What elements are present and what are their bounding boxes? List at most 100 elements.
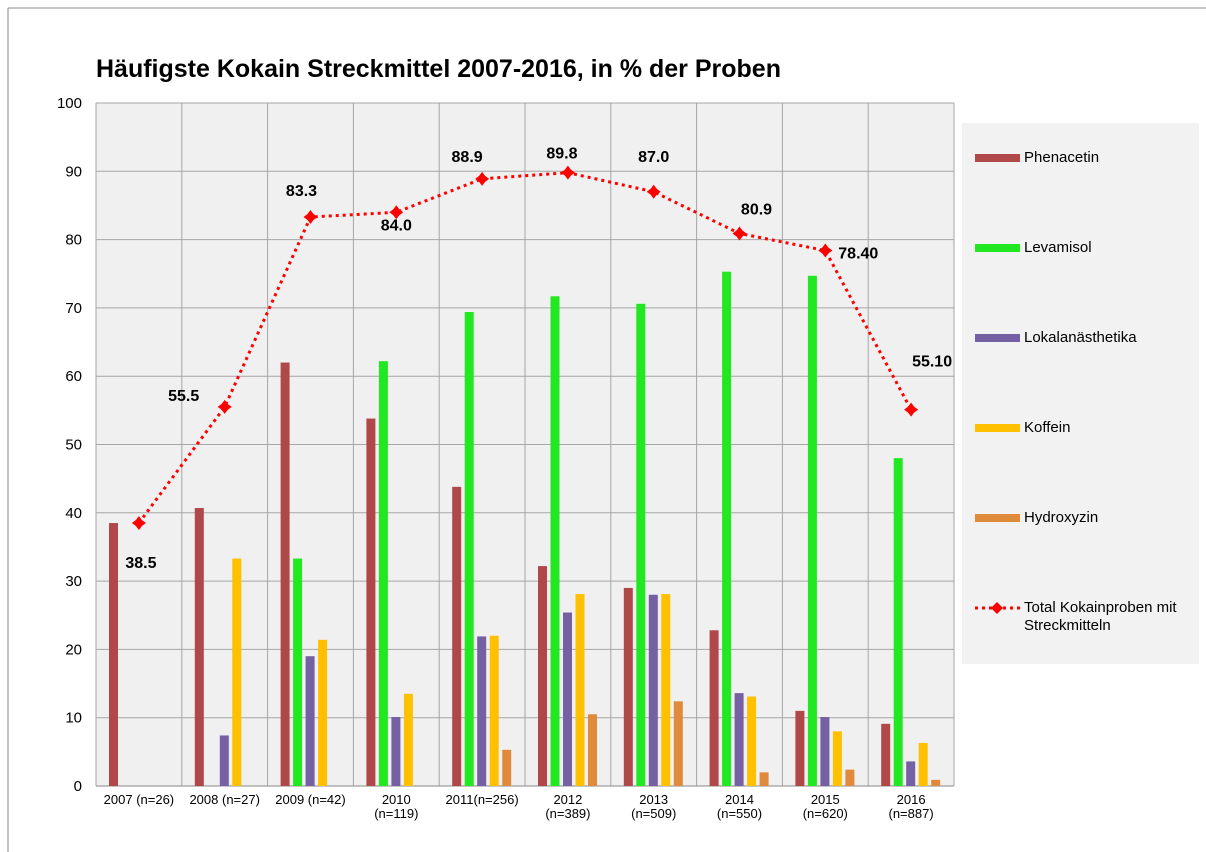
legend-label: Koffein [1024, 419, 1071, 436]
legend-label: Levamisol [1024, 239, 1092, 256]
bar [477, 636, 487, 786]
y-tick-label: 100 [57, 95, 82, 112]
data-label: 84.0 [381, 217, 412, 234]
data-label: 55.5 [168, 388, 199, 405]
bar [391, 717, 401, 786]
x-tick-label: (n=620) [803, 806, 848, 821]
data-label: 78.40 [838, 246, 878, 263]
bar [759, 772, 769, 786]
line-marker [303, 210, 318, 225]
legend-swatch [975, 244, 1020, 252]
x-tick-label: (n=550) [717, 806, 762, 821]
data-label: 87.0 [638, 149, 669, 166]
bar [318, 639, 328, 786]
data-label: 89.8 [546, 146, 577, 163]
data-label: 88.9 [452, 149, 483, 166]
legend-swatch [991, 602, 1003, 614]
bar [893, 458, 903, 786]
legend-label: Phenacetin [1024, 149, 1100, 166]
y-tick-label: 20 [65, 641, 82, 658]
bar [588, 714, 597, 786]
bar [918, 742, 928, 786]
y-tick-label: 10 [65, 710, 82, 727]
chart-title: Häufigste Kokain Streckmittel 2007-2016,… [96, 55, 781, 83]
line-marker [389, 205, 404, 220]
x-tick-label: (n=887) [889, 806, 934, 821]
y-tick-label: 70 [65, 300, 82, 317]
legend-label: Lokalanästhetika [1024, 329, 1137, 346]
x-tick-label: 2013 [639, 792, 668, 807]
line-marker [560, 165, 575, 180]
x-tick-label: 2007 (n=26) [104, 792, 174, 807]
bar [109, 523, 118, 786]
x-tick-label: (n=509) [631, 806, 676, 821]
line-marker [904, 402, 919, 417]
legend-label: Total Kokainproben mit Streckmitteln [1024, 599, 1177, 634]
bar [931, 779, 941, 786]
legend-swatch [975, 154, 1020, 162]
line-marker [646, 184, 661, 199]
bar [832, 731, 842, 786]
bar [403, 693, 413, 786]
bar [623, 587, 633, 786]
line-marker [131, 516, 146, 531]
bar [820, 717, 830, 786]
bar [280, 362, 290, 786]
bar [661, 594, 671, 786]
bar [575, 594, 585, 786]
bar [378, 361, 388, 786]
bar [722, 271, 732, 786]
bar [673, 701, 683, 786]
legend-box [962, 123, 1199, 664]
y-tick-label: 90 [65, 163, 82, 180]
data-label: 83.3 [286, 183, 317, 200]
y-tick-label: 30 [65, 573, 82, 590]
x-tick-label: (n=389) [545, 806, 590, 821]
bar [906, 761, 916, 786]
data-label: 38.5 [125, 555, 156, 572]
bar [795, 710, 805, 786]
bar [636, 303, 646, 786]
bar [550, 296, 560, 786]
line-marker [475, 171, 490, 186]
y-tick-label: 40 [65, 505, 82, 522]
legend-swatch [975, 334, 1020, 342]
line-marker [217, 399, 232, 414]
line-marker [732, 226, 747, 241]
bar [464, 311, 474, 786]
bar [807, 275, 817, 786]
x-tick-label: 2009 (n=42) [275, 792, 345, 807]
line-marker [818, 243, 833, 258]
data-label: 55.10 [912, 354, 952, 371]
bar [293, 558, 303, 786]
legend-label: Hydroxyzin [1024, 509, 1099, 526]
bar [194, 508, 204, 786]
x-tick-label: 2016 [897, 792, 926, 807]
y-tick-label: 60 [65, 368, 82, 385]
bar [881, 723, 891, 786]
bar [502, 749, 512, 786]
bar [648, 594, 658, 786]
bar [452, 486, 462, 786]
x-tick-label: (n=119) [374, 806, 418, 821]
bar [305, 656, 315, 786]
y-tick-label: 80 [65, 232, 82, 249]
bar [845, 769, 855, 786]
legend-swatch [975, 514, 1020, 522]
bar [232, 558, 242, 786]
y-tick-label: 0 [74, 778, 82, 795]
y-tick-label: 50 [65, 437, 82, 454]
x-tick-label: 2015 [811, 792, 840, 807]
bar [563, 612, 572, 786]
bar [747, 696, 757, 786]
legend-swatch [975, 424, 1020, 432]
x-tick-label: 2011(n=256) [446, 792, 519, 807]
bar [366, 418, 376, 786]
bar [734, 693, 744, 786]
x-tick-label: 2014 [725, 792, 754, 807]
bar [709, 630, 719, 786]
x-tick-label: 2012 [553, 792, 582, 807]
bar [219, 735, 229, 786]
